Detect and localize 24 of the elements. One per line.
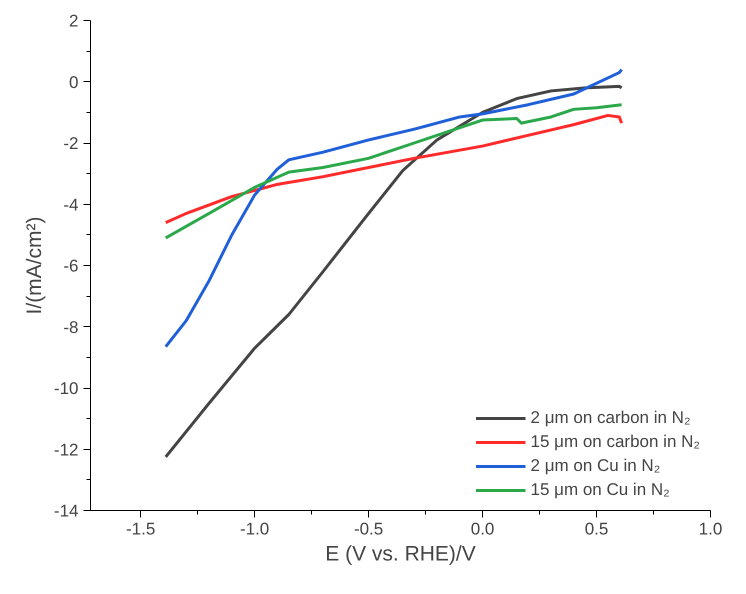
legend-label: 2 μm on carbon in N₂ bbox=[530, 408, 691, 428]
y-tick-label: -10 bbox=[54, 379, 79, 398]
line-series bbox=[164, 114, 624, 224]
legend-label: 15 μm on Cu in N₂ bbox=[530, 480, 670, 500]
y-tick-label: -2 bbox=[63, 134, 79, 153]
y-axis-title: I/(mA/cm²) bbox=[22, 216, 46, 314]
x-tick-label: 0.0 bbox=[470, 520, 494, 538]
x-tick-label: -1.5 bbox=[126, 520, 156, 538]
x-axis-title: E (V vs. RHE)/V bbox=[325, 542, 476, 566]
y-tick-label: -8 bbox=[63, 318, 79, 337]
legend-label: 15 μm on carbon in N₂ bbox=[530, 432, 700, 452]
y-tick-label: -12 bbox=[54, 440, 79, 460]
y-tick-label: -4 bbox=[63, 195, 79, 214]
legend-label: 2 μm on Cu in N₂ bbox=[530, 456, 660, 476]
y-tick-label: 2 bbox=[69, 12, 79, 30]
line-series bbox=[164, 103, 624, 240]
y-tick-label: 0 bbox=[69, 72, 79, 92]
y-tick-label: -14 bbox=[54, 502, 79, 520]
x-tick-label: 1.0 bbox=[698, 520, 722, 538]
line-series bbox=[164, 68, 624, 348]
x-tick-label: -0.5 bbox=[354, 520, 384, 538]
x-tick-label: 0.5 bbox=[584, 520, 608, 538]
y-tick-label: -6 bbox=[63, 256, 79, 276]
x-tick-label: -1.0 bbox=[240, 520, 270, 538]
